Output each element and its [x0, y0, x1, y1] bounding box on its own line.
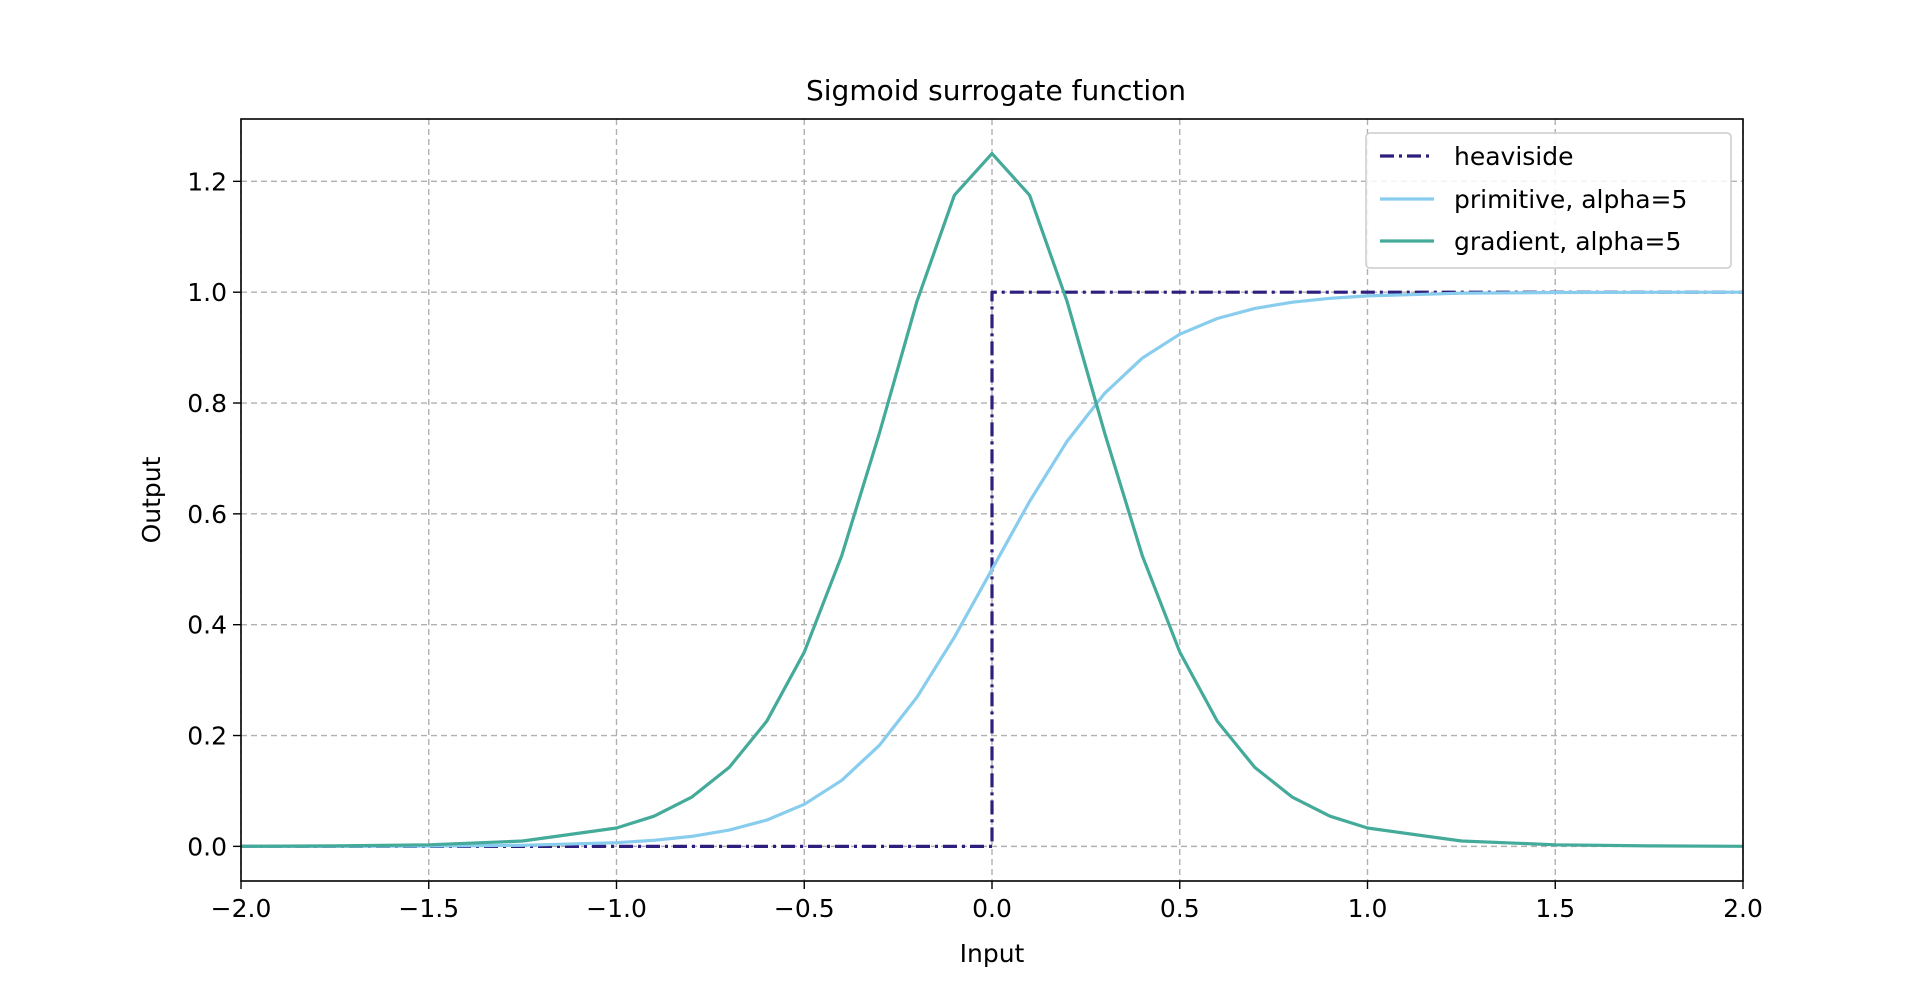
y-tick-label: 0.8 [187, 389, 227, 418]
legend: heaviside primitive, alpha=5 gradient, a… [1365, 132, 1732, 269]
x-tick-label: 1.0 [1348, 894, 1388, 923]
x-axis-ticks: −2.0 −1.5 −1.0 −0.5 0.0 0.5 1.0 1.5 2.0 [211, 881, 1763, 923]
x-axis-label: Input [960, 939, 1025, 968]
x-tick-label: 0.0 [972, 894, 1012, 923]
x-tick-label: −1.5 [398, 894, 459, 923]
series-line-primitive [241, 290, 1744, 848]
y-tick-label: 0.2 [187, 722, 227, 751]
series-line-gradient [240, 152, 1744, 848]
y-tick-label: 1.0 [187, 278, 227, 307]
legend-box [1365, 132, 1732, 269]
y-axis-label: Output [137, 456, 166, 543]
legend-label-gradient: gradient, alpha=5 [1454, 227, 1681, 256]
plot-series [240, 152, 1744, 849]
y-tick-label: 1.2 [187, 167, 227, 196]
y-axis-ticks: 0.0 0.2 0.4 0.6 0.8 1.0 1.2 [187, 167, 241, 861]
y-tick-label: 0.0 [187, 832, 227, 861]
x-tick-label: 0.5 [1160, 894, 1200, 923]
legend-label-primitive: primitive, alpha=5 [1454, 185, 1687, 214]
y-tick-label: 0.6 [187, 500, 227, 529]
chart-title: Sigmoid surrogate function [806, 74, 1186, 107]
x-tick-label: 1.5 [1535, 894, 1575, 923]
legend-label-heaviside: heaviside [1454, 142, 1574, 171]
x-tick-label: −1.0 [586, 894, 647, 923]
x-tick-label: −0.5 [774, 894, 835, 923]
x-tick-label: 2.0 [1723, 894, 1763, 923]
x-tick-label: −2.0 [211, 894, 272, 923]
y-tick-label: 0.4 [187, 611, 227, 640]
